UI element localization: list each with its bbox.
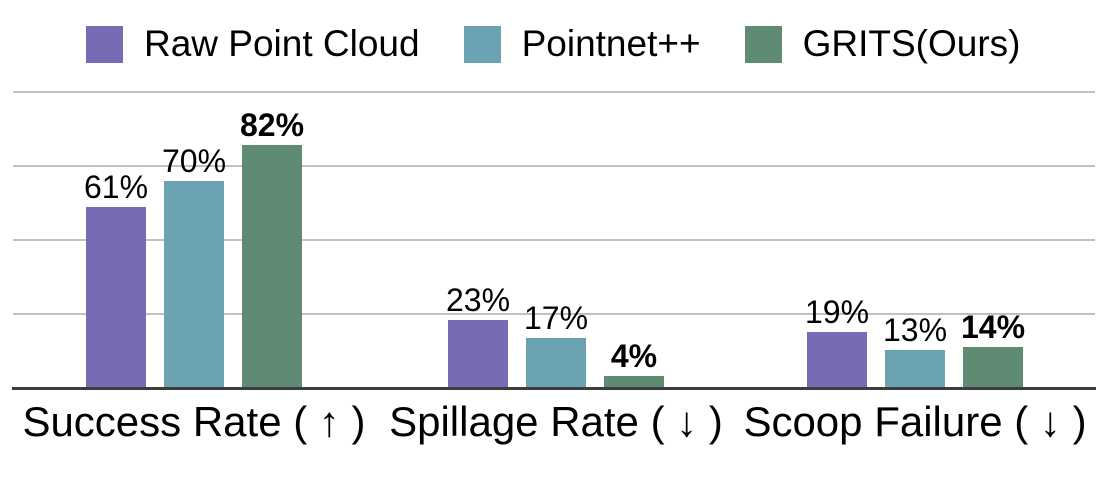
chart-legend: Raw Point Cloud Pointnet++ GRITS(Ours) [86, 24, 1020, 64]
value-label: 4% [610, 338, 658, 374]
bar-pointnet-category-2 [526, 338, 586, 388]
bar-raw-point-cloud-category-3 [807, 332, 867, 388]
bar-grits-ours-category-1 [242, 145, 302, 388]
x-axis-line [12, 387, 1096, 390]
legend-swatch-icon [744, 25, 782, 63]
legend-label: Pointnet++ [521, 23, 701, 64]
bar-pointnet-category-3 [885, 350, 945, 388]
legend-item-1: Raw Point Cloud [86, 24, 420, 64]
category-label-3: Scoop Failure ( ↓ ) [743, 398, 1087, 445]
legend-item-2: Pointnet++ [463, 23, 701, 64]
value-label: 61% [83, 169, 149, 205]
legend-swatch-icon [463, 25, 501, 63]
category-label-1: Success Rate ( ↑ ) [22, 398, 366, 445]
bar-grits-ours-category-3 [963, 347, 1023, 388]
bar-raw-point-cloud-category-2 [448, 320, 508, 388]
value-label: 13% [882, 312, 948, 348]
value-label: 23% [445, 282, 511, 318]
value-label: 70% [161, 143, 227, 179]
legend-label: GRITS(Ours) [802, 23, 1021, 64]
value-label: 82% [239, 107, 305, 143]
legend-swatch-icon [86, 25, 123, 63]
bar-pointnet-category-1 [164, 181, 224, 388]
legend-label: Raw Point Cloud [144, 23, 420, 64]
bar-grits-ours-category-2 [604, 376, 664, 388]
value-label: 14% [960, 309, 1026, 345]
legend-item-3: GRITS(Ours) [744, 23, 1021, 64]
value-label: 19% [804, 294, 870, 330]
gridline-75-percent [13, 165, 1095, 167]
gridline-25-percent [13, 313, 1095, 315]
category-label-2: Spillage Rate ( ↓ ) [389, 398, 723, 445]
gridline-100-percent [13, 91, 1095, 93]
value-label: 17% [523, 300, 589, 336]
gridline-50-percent [13, 239, 1095, 241]
bar-raw-point-cloud-category-1 [86, 207, 146, 388]
